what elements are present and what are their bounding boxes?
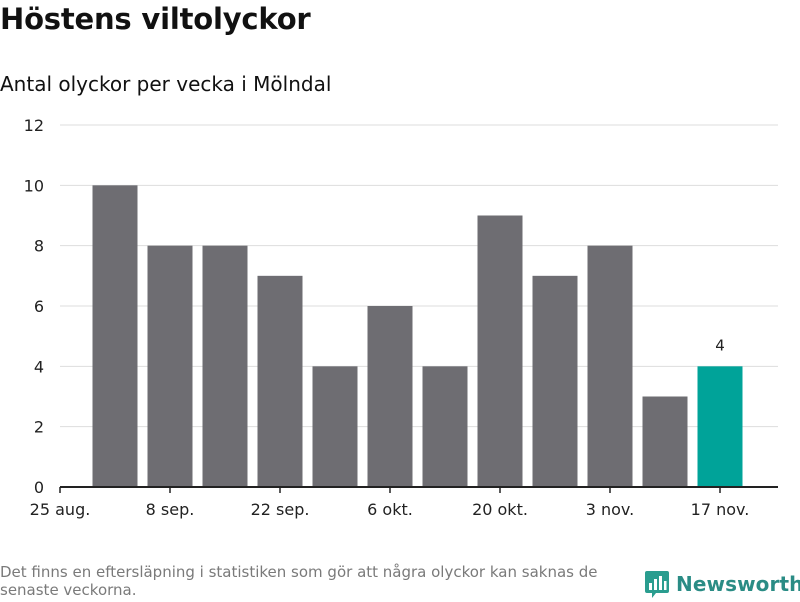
bar: [477, 215, 523, 487]
bar: [257, 275, 303, 487]
x-tick-label: 20 okt.: [472, 500, 528, 519]
y-tick-label: 4: [34, 357, 44, 376]
bar: [147, 245, 193, 487]
y-tick-label: 0: [34, 478, 44, 497]
data-label: 4: [715, 336, 725, 354]
y-tick-label: 10: [24, 176, 44, 195]
x-tick-label: 22 sep.: [251, 500, 310, 519]
bar: [642, 396, 688, 487]
x-tick-label: 8 sep.: [146, 500, 195, 519]
bar: [92, 185, 138, 488]
bar: [532, 275, 578, 487]
bar-chart: 0 2 4 6 8 10 12 4 25 aug. 8 sep. 22 sep. 6 okt. 20 o…: [24, 116, 778, 519]
y-tick-label: 2: [34, 418, 44, 437]
brand-logo: Newsworthy: [644, 566, 800, 602]
y-tick-label: 6: [34, 297, 44, 316]
newsworthy-logo-icon: [645, 571, 669, 598]
x-tick-label: 25 aug.: [30, 500, 91, 519]
bar: [587, 245, 633, 487]
bar: [367, 306, 413, 487]
x-tick-label: 6 okt.: [367, 500, 413, 519]
x-tick-label: 3 nov.: [586, 500, 635, 519]
chart-title: Höstens viltolyckor: [0, 2, 311, 36]
bar: [422, 366, 468, 487]
y-tick-label: 12: [24, 116, 44, 135]
footnote: Det finns en eftersläpning i statistiken…: [0, 563, 598, 599]
bar: [202, 245, 248, 487]
chart-subtitle: Antal olyckor per vecka i Mölndal: [0, 72, 332, 96]
x-tick-label: 17 nov.: [691, 500, 750, 519]
y-tick-label: 8: [34, 237, 44, 256]
bar: [312, 366, 358, 487]
bar-highlight: [697, 366, 743, 487]
brand-name: Newsworthy: [676, 572, 800, 596]
